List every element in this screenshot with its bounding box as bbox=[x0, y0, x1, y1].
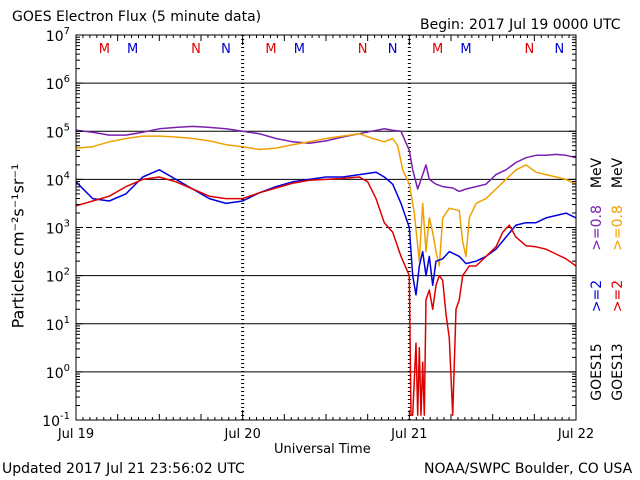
marker-label: N bbox=[358, 42, 368, 57]
legend-goes15: GOES15 bbox=[589, 343, 605, 400]
series-line bbox=[75, 169, 577, 296]
legend-goes13-label: GOES13 bbox=[610, 343, 626, 401]
marker-label: M bbox=[265, 42, 276, 57]
marker-label: M bbox=[432, 42, 443, 57]
y-tick-label: 107 bbox=[46, 26, 70, 45]
y-tick-label: 104 bbox=[46, 170, 70, 189]
x-tick-label: Jul 20 bbox=[223, 427, 260, 442]
credit-label: NOAA/SWPC Boulder, CO USA bbox=[424, 461, 633, 477]
legend-goes13: GOES13 bbox=[610, 343, 626, 400]
series-lines bbox=[75, 125, 577, 416]
marker-label: N bbox=[388, 42, 398, 57]
updated-timestamp: Updated 2017 Jul 21 23:56:02 UTC bbox=[2, 461, 245, 477]
legend-mev-label: MeV bbox=[589, 157, 605, 189]
marker-label: M bbox=[460, 42, 471, 57]
series-line bbox=[75, 125, 577, 193]
y-tick-label: 103 bbox=[46, 219, 70, 238]
series-line bbox=[75, 132, 577, 267]
y-axis-label: Particles cm⁻²s⁻¹sr⁻¹ bbox=[8, 163, 28, 329]
series-line bbox=[75, 176, 577, 416]
marker-label: M bbox=[294, 42, 305, 57]
x-tick-label: Jul 19 bbox=[57, 427, 94, 442]
x-axis-ticks: Jul 19 Jul 20 Jul 21 Jul 22 bbox=[57, 35, 594, 442]
marker-label: N bbox=[524, 42, 534, 57]
legend-gt2-label: >=2 bbox=[610, 279, 626, 313]
legend-mev-label: MeV bbox=[610, 157, 626, 189]
y-tick-label: 101 bbox=[46, 315, 70, 334]
legend-goes13-gt08: >=0.8 bbox=[610, 205, 626, 251]
y-tick-label: 102 bbox=[46, 267, 70, 286]
plot-grid bbox=[76, 82, 576, 373]
begin-date: Begin: 2017 Jul 19 0000 UTC bbox=[420, 17, 621, 33]
legend-goes13-gt2: >=2 bbox=[610, 280, 626, 312]
legend-mev-bottom: MeV bbox=[610, 158, 626, 188]
legend-gt2-label: >=2 bbox=[589, 279, 605, 313]
x-axis-label: Universal Time bbox=[274, 442, 371, 457]
marker-label: M bbox=[127, 42, 138, 57]
x-tick-label: Jul 22 bbox=[557, 427, 594, 442]
x-tick-label: Jul 21 bbox=[390, 427, 427, 442]
y-tick-label: 106 bbox=[46, 74, 70, 93]
y-tick-label: 105 bbox=[46, 122, 70, 141]
marker-label: N bbox=[221, 42, 231, 57]
legend-gt08-label: >=0.8 bbox=[610, 205, 626, 251]
legend-mev-top: MeV bbox=[589, 158, 605, 188]
legend-gt08-label: >=0.8 bbox=[589, 205, 605, 251]
marker-label: M bbox=[99, 42, 110, 57]
marker-label: N bbox=[554, 42, 564, 57]
legend-goes15-gt08: >=0.8 bbox=[589, 205, 605, 251]
legend-goes15-label: GOES15 bbox=[589, 343, 605, 401]
chart-title: GOES Electron Flux (5 minute data) bbox=[12, 9, 262, 25]
legend-goes15-gt2: >=2 bbox=[589, 280, 605, 312]
marker-label: N bbox=[191, 42, 201, 57]
y-tick-label: 100 bbox=[46, 363, 70, 382]
